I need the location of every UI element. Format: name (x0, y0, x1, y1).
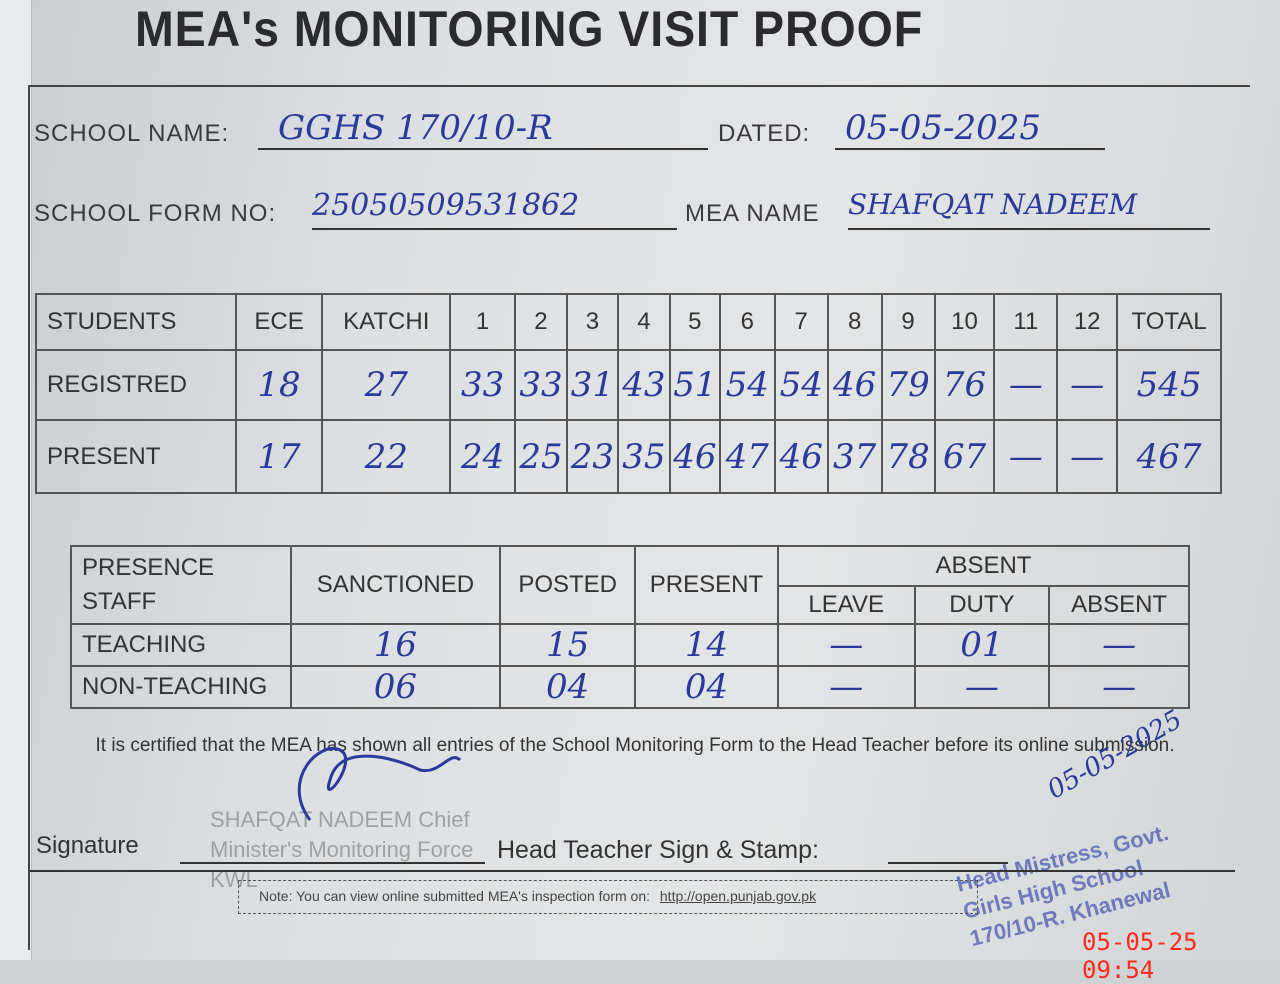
cell-value: 25 (514, 419, 568, 494)
page-title: MEA's MONITORING VISIT PROOF (135, 1, 924, 57)
cell-value: 43 (616, 349, 671, 421)
cell-value: 54 (773, 349, 829, 421)
cell-value: 33 (514, 349, 568, 421)
column-header: 3 (565, 293, 619, 351)
cell-value: 467 (1116, 419, 1222, 494)
signature-label: Signature (36, 832, 139, 859)
column-header: 6 (718, 293, 776, 351)
cell-value: 78 (880, 419, 936, 494)
cell-value: 35 (616, 419, 671, 494)
column-header: KATCHI (321, 293, 452, 351)
cell-value: — (993, 419, 1059, 494)
students-table: STUDENTS ECE KATCHI 1 2 3 4 5 6 7 8 9 10 11 12 TOTAL RE… (35, 293, 1222, 494)
cell-value: 06 (289, 665, 502, 709)
cell-value: 47 (718, 419, 776, 494)
cell-value: — (1056, 349, 1119, 421)
cell-value: 545 (1116, 349, 1222, 421)
cell-value: 31 (565, 349, 619, 421)
cell-value: 17 (234, 419, 324, 494)
duty-header: DUTY (913, 585, 1051, 625)
presence-staff-header: PRESENCE STAFF (70, 545, 292, 625)
certification-text: It is certified that the MEA has shown a… (95, 735, 1175, 756)
divider (30, 870, 1235, 872)
table-row: NON-TEACHING 06 04 04— — — (70, 665, 1190, 709)
column-header: 10 (933, 293, 996, 351)
cell-value: 24 (449, 419, 516, 494)
form-no-value: 25050509531862 (312, 188, 677, 230)
note-box: Note: You can view online submitted MEA'… (238, 880, 978, 914)
posted-header: POSTED (499, 545, 637, 625)
column-header: ECE (234, 293, 324, 351)
mea-name-label: MEA NAME (685, 200, 820, 227)
note-link[interactable]: http://open.punjab.gov.pk (659, 888, 817, 904)
cell-value: 27 (321, 349, 452, 421)
cell-value: — (993, 349, 1059, 421)
staff-table: PRESENCE STAFF SANCTIONED POSTED PRESENT… (70, 545, 1191, 709)
students-header-row: STUDENTS ECE KATCHI 1 2 3 4 5 6 7 8 9 10 11 12 TOTAL (35, 293, 1222, 351)
cell-value: — (776, 665, 916, 709)
cell-value: — (776, 623, 916, 667)
cell-value: 76 (933, 349, 996, 421)
cell-value: 15 (499, 623, 637, 667)
form-no-label: SCHOOL FORM NO: (34, 200, 277, 227)
cell-value: 51 (668, 349, 721, 421)
cell-value: — (913, 665, 1051, 709)
column-header: 4 (616, 293, 671, 351)
cell-value: 37 (826, 419, 883, 494)
mea-signature (297, 747, 462, 821)
column-header: 12 (1056, 293, 1119, 351)
column-header: TOTAL (1116, 293, 1222, 351)
row-label: TEACHING (70, 623, 292, 667)
column-header: 9 (880, 293, 936, 351)
cell-value: 04 (499, 665, 637, 709)
column-header: STUDENTS (35, 293, 237, 351)
paper-edge (0, 0, 32, 960)
row-label: REGISTRED (35, 349, 237, 421)
absent-header: ABSENT (776, 545, 1191, 587)
cell-value: 04 (634, 665, 779, 709)
row-label: PRESENT (35, 419, 237, 494)
cell-value: 22 (321, 419, 452, 494)
cell-value: 01 (913, 623, 1051, 667)
cell-value: 46 (826, 349, 883, 421)
column-header: 7 (773, 293, 829, 351)
cell-value: 18 (234, 349, 324, 421)
column-header: 8 (826, 293, 883, 351)
absent-sub-header: ABSENT (1048, 585, 1190, 625)
dated-label: DATED: (718, 120, 811, 147)
column-header: 5 (668, 293, 721, 351)
form-frame (28, 85, 1250, 950)
table-row: TEACHING 16 15 14—01— (70, 623, 1190, 667)
head-teacher-label: Head Teacher Sign & Stamp: (497, 836, 819, 864)
column-header: 11 (993, 293, 1059, 351)
cell-value: 16 (289, 623, 502, 667)
column-header: 1 (449, 293, 516, 351)
school-name-label: SCHOOL NAME: (34, 120, 230, 147)
head-teacher-line (888, 862, 1008, 864)
row-label: NON-TEACHING (70, 665, 292, 709)
cell-value: — (1056, 419, 1119, 494)
column-header: 2 (514, 293, 568, 351)
dated-value: 05-05-2025 (835, 108, 1105, 150)
cell-value: 33 (449, 349, 516, 421)
cell-value: 14 (634, 623, 779, 667)
cell-value: — (1048, 623, 1190, 667)
table-row: REGISTRED 18 27 33 33 31 43 51 54 54 46 79 76— —545 (35, 349, 1222, 421)
cell-value: 67 (933, 419, 996, 494)
signature-line (180, 862, 485, 864)
cell-value: 46 (773, 419, 829, 494)
school-name-value: GGHS 170/10-R (258, 108, 708, 150)
cell-value: 54 (718, 349, 776, 421)
cell-value: 79 (880, 349, 936, 421)
cell-value: 46 (668, 419, 721, 494)
leave-header: LEAVE (776, 585, 916, 625)
cell-value: 23 (565, 419, 619, 494)
sanctioned-header: SANCTIONED (289, 545, 502, 625)
cell-value: — (1048, 665, 1190, 709)
table-row: PRESENT 17 22 24 25 23 35 46 47 46 37 78 67— —467 (35, 419, 1222, 494)
note-text: Note: You can view online submitted MEA'… (259, 888, 650, 904)
photo-timestamp: 05-05-25 09:54 (1082, 928, 1198, 984)
present-header: PRESENT (634, 545, 779, 625)
mea-name-value: SHAFQAT NADEEM (848, 188, 1210, 230)
